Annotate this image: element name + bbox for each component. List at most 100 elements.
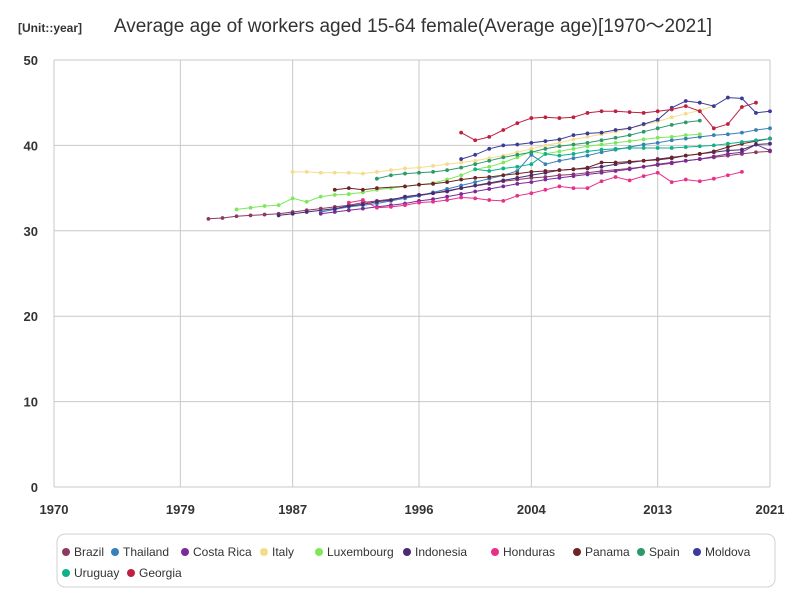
- data-point: [459, 160, 464, 165]
- legend-marker: [260, 548, 268, 556]
- data-point: [557, 175, 562, 180]
- data-point: [248, 213, 253, 218]
- legend-label: Thailand: [123, 545, 169, 559]
- series-line: [460, 102, 757, 141]
- data-point: [206, 216, 211, 221]
- data-point: [585, 140, 590, 145]
- series-honduras: [346, 169, 744, 210]
- legend-marker: [693, 548, 701, 556]
- data-point: [571, 142, 576, 147]
- data-point: [276, 213, 281, 218]
- legend-box: [56, 533, 776, 588]
- data-point: [529, 191, 534, 196]
- data-point: [557, 137, 562, 142]
- legend-marker: [62, 569, 70, 577]
- legend-label: Moldova: [705, 545, 751, 559]
- legend-item: Indonesia: [403, 545, 467, 559]
- data-point: [557, 149, 562, 154]
- data-point: [501, 166, 506, 171]
- data-point: [627, 146, 632, 150]
- data-point: [360, 171, 365, 176]
- data-point: [599, 164, 604, 169]
- series-spain: [375, 118, 702, 181]
- legend-marker: [315, 548, 323, 556]
- data-point: [683, 99, 688, 103]
- legend-marker: [111, 548, 119, 556]
- y-tick-label: 20: [24, 309, 38, 324]
- data-point: [655, 170, 660, 175]
- data-point: [711, 176, 716, 181]
- data-point: [529, 173, 534, 178]
- data-point: [571, 186, 576, 191]
- data-point: [290, 196, 295, 201]
- series-panama: [332, 136, 772, 192]
- legend-marker: [181, 548, 189, 556]
- legend-label: Honduras: [503, 545, 555, 559]
- data-point: [725, 132, 730, 137]
- data-point: [290, 211, 295, 216]
- data-point: [571, 167, 576, 172]
- data-point: [641, 158, 646, 163]
- data-point: [318, 206, 323, 211]
- data-point: [613, 128, 618, 132]
- data-point: [389, 204, 393, 209]
- data-point: [725, 145, 730, 150]
- data-point: [557, 168, 562, 173]
- data-point: [473, 152, 478, 157]
- data-point: [417, 200, 421, 205]
- data-point: [445, 189, 449, 194]
- data-point: [318, 211, 323, 216]
- data-point: [669, 180, 674, 185]
- data-point: [431, 191, 435, 196]
- data-point: [599, 109, 604, 114]
- legend-marker: [491, 548, 499, 556]
- unit-label: [Unit::year]: [18, 21, 82, 35]
- legend-item: Thailand: [111, 545, 169, 559]
- legend-label: Uruguay: [74, 566, 119, 580]
- data-point: [501, 173, 506, 178]
- data-point: [641, 137, 646, 142]
- data-point: [459, 157, 464, 161]
- data-point: [234, 214, 239, 219]
- data-point: [346, 200, 351, 205]
- data-point: [683, 136, 688, 141]
- data-point: [389, 173, 393, 178]
- data-point: [332, 206, 337, 211]
- data-point: [360, 202, 365, 207]
- data-point: [697, 132, 702, 137]
- data-point: [641, 129, 646, 134]
- series-line: [376, 120, 700, 180]
- data-point: [740, 169, 744, 174]
- data-point: [754, 150, 758, 155]
- legend-label: Georgia: [139, 566, 182, 580]
- data-point: [487, 164, 492, 169]
- data-point: [346, 170, 351, 175]
- data-point: [683, 120, 688, 125]
- data-point: [627, 126, 632, 131]
- data-point: [304, 210, 309, 214]
- data-point: [473, 183, 478, 188]
- data-point: [501, 178, 506, 183]
- data-point: [346, 204, 351, 208]
- data-point: [711, 149, 716, 154]
- data-point: [655, 117, 660, 122]
- data-point: [543, 177, 548, 182]
- data-point: [346, 192, 351, 196]
- data-point: [459, 186, 464, 191]
- data-point: [529, 169, 534, 174]
- data-point: [585, 111, 590, 115]
- data-point: [403, 203, 407, 208]
- data-point: [459, 165, 464, 170]
- data-point: [515, 175, 520, 180]
- data-point: [725, 95, 730, 100]
- data-point: [585, 165, 590, 170]
- data-point: [459, 173, 464, 178]
- data-point: [445, 180, 449, 185]
- data-point: [740, 130, 744, 135]
- data-point: [515, 193, 520, 198]
- data-point: [557, 144, 562, 149]
- data-point: [627, 167, 632, 172]
- data-point: [711, 143, 716, 148]
- data-point: [234, 207, 239, 212]
